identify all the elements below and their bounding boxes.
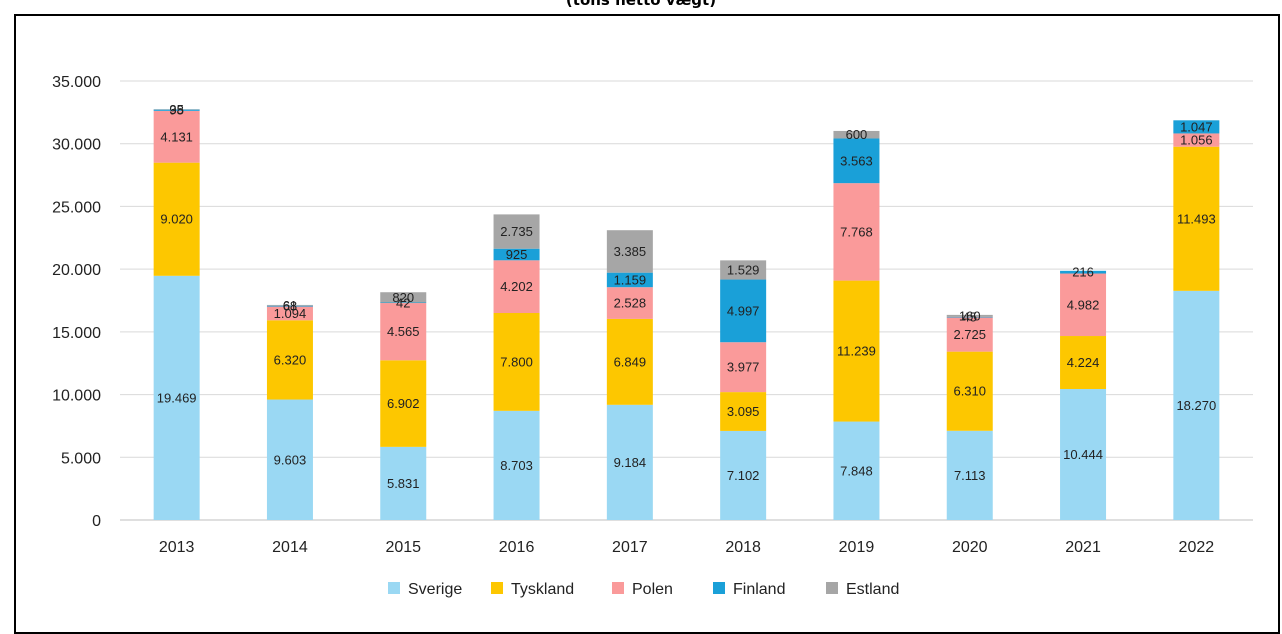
- data-label: 600: [846, 127, 868, 142]
- data-label: 9.184: [614, 455, 647, 470]
- x-tick-label: 2015: [385, 539, 421, 556]
- legend-swatch: [826, 582, 838, 594]
- data-label: 6.849: [614, 354, 647, 369]
- data-label: 1.047: [1180, 119, 1213, 134]
- data-label: 9.020: [160, 212, 193, 227]
- data-label: 3.385: [614, 244, 647, 259]
- stacked-bar-chart: 0 5.000 10.000 15.000 20.000 25.000 30.000 35.0…: [0, 0, 1282, 621]
- data-label: 6.310: [953, 384, 986, 399]
- data-label: 160: [959, 308, 981, 323]
- x-tick-label: 2013: [159, 539, 195, 556]
- data-label: 6.902: [387, 396, 420, 411]
- y-tick-label: 10.000: [52, 388, 101, 405]
- y-tick-label: 15.000: [52, 325, 101, 342]
- data-labels: 19.4699.0204.13198359.6036.3201.09468615…: [157, 102, 1216, 491]
- x-tick-label: 2014: [272, 539, 308, 556]
- y-tick-label: 5.000: [61, 450, 101, 467]
- data-label: 820: [392, 290, 414, 305]
- data-label: 1.159: [614, 272, 647, 287]
- data-label: 3.095: [727, 404, 760, 419]
- data-label: 216: [1072, 265, 1094, 280]
- data-label: 7.102: [727, 468, 760, 483]
- y-tick-label: 25.000: [52, 199, 101, 216]
- x-tick-label: 2020: [952, 539, 988, 556]
- data-label: 4.131: [160, 129, 193, 144]
- data-label: 19.469: [157, 390, 197, 405]
- data-label: 7.848: [840, 463, 873, 478]
- data-label: 2.528: [614, 296, 647, 311]
- legend-label: Finland: [733, 581, 785, 598]
- y-tick-label: 20.000: [52, 262, 101, 279]
- x-axis: 2013 2014 2015 2016 2017 2018 2019 2020 2021 2022: [159, 539, 1214, 556]
- data-label: 4.224: [1067, 355, 1100, 370]
- data-label: 6.320: [274, 352, 307, 367]
- bars: [154, 109, 1220, 520]
- data-label: 3.977: [727, 360, 760, 375]
- x-tick-label: 2022: [1179, 539, 1215, 556]
- data-label: 10.444: [1063, 447, 1103, 462]
- data-label: 35: [169, 102, 183, 117]
- legend-label: Sverige: [408, 581, 462, 598]
- data-label: 9.603: [274, 452, 307, 467]
- legend-label: Tyskland: [511, 581, 574, 598]
- y-axis: 0 5.000 10.000 15.000 20.000 25.000 30.000 35.0…: [52, 74, 101, 530]
- x-tick-label: 2021: [1065, 539, 1101, 556]
- data-label: 4.202: [500, 279, 533, 294]
- legend-swatch: [388, 582, 400, 594]
- legend-swatch: [713, 582, 725, 594]
- data-label: 1.529: [727, 262, 760, 277]
- data-label: 11.239: [837, 344, 876, 359]
- data-label: 7.768: [840, 224, 873, 239]
- x-tick-label: 2016: [499, 539, 535, 556]
- x-tick-label: 2019: [839, 539, 875, 556]
- legend: Sverige Tyskland Polen Finland Estland: [388, 581, 899, 598]
- data-label: 11.493: [1177, 211, 1216, 226]
- data-label: 925: [506, 247, 528, 262]
- legend-label: Polen: [632, 581, 673, 598]
- y-tick-label: 35.000: [52, 74, 101, 91]
- data-label: 1.056: [1180, 133, 1213, 148]
- data-label: 3.563: [840, 153, 873, 168]
- data-label: 4.565: [387, 324, 420, 339]
- y-tick-label: 0: [92, 513, 101, 530]
- legend-swatch: [491, 582, 503, 594]
- y-tick-label: 30.000: [52, 137, 101, 154]
- data-label: 7.800: [500, 354, 533, 369]
- data-label: 4.997: [727, 303, 760, 318]
- data-label: 18.270: [1176, 398, 1216, 413]
- data-label: 5.831: [387, 476, 420, 491]
- legend-swatch: [612, 582, 624, 594]
- data-label: 61: [283, 298, 297, 313]
- x-tick-label: 2017: [612, 539, 648, 556]
- data-label: 4.982: [1067, 297, 1100, 312]
- data-label: 2.725: [953, 327, 986, 342]
- legend-label: Estland: [846, 581, 899, 598]
- data-label: 7.113: [954, 468, 986, 483]
- x-tick-label: 2018: [725, 539, 761, 556]
- data-label: 2.735: [500, 224, 533, 239]
- data-label: 8.703: [500, 458, 533, 473]
